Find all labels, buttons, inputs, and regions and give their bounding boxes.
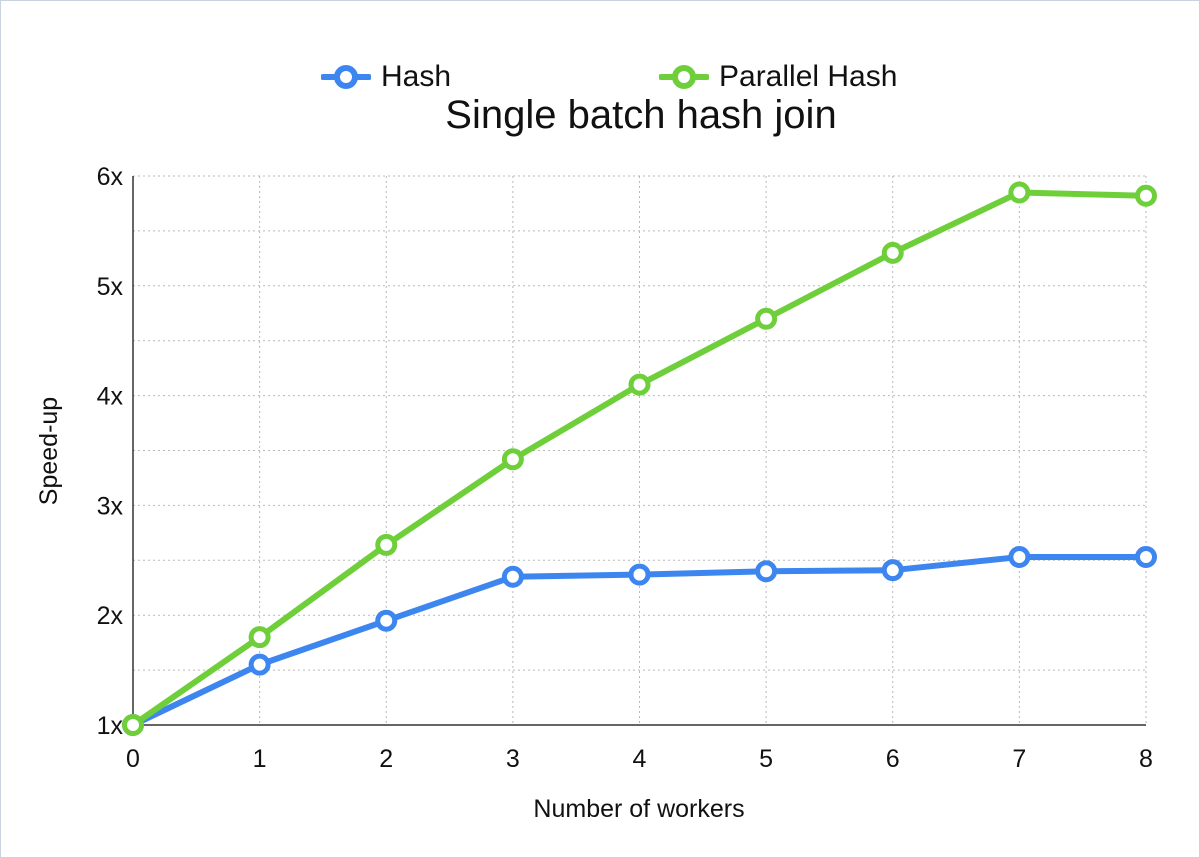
data-point-hash: [628, 563, 651, 586]
data-point-hash: [1135, 546, 1157, 569]
data-point-parallel-hash: [628, 373, 651, 396]
y-axis-label: Speed-up: [35, 397, 63, 505]
x-tick-label: 1: [253, 745, 267, 773]
legend-item-parallel-hash: Parallel Hash: [659, 57, 897, 97]
y-tick-label: 1x: [97, 712, 124, 740]
x-tick-label: 5: [759, 745, 773, 773]
x-tick-label: 7: [1012, 745, 1026, 773]
legend-label-hash: Hash: [381, 60, 452, 93]
legend-marker-hash-icon: [321, 65, 371, 89]
x-tick-label: 4: [633, 745, 647, 773]
data-point-parallel-hash: [248, 626, 271, 649]
data-point-parallel-hash: [1008, 181, 1031, 204]
data-point-parallel-hash: [755, 307, 778, 330]
x-axis-label: Number of workers: [533, 795, 744, 823]
data-point-hash: [755, 560, 778, 583]
legend-marker-parallel-hash-icon: [659, 65, 709, 89]
y-tick-label: 5x: [97, 273, 124, 301]
x-tick-label: 0: [126, 745, 140, 773]
x-tick-label: 3: [506, 745, 520, 773]
series-parallel-hash: [122, 181, 1157, 736]
data-point-parallel-hash: [122, 714, 144, 736]
x-tick-label: 8: [1139, 745, 1153, 773]
series-layer: [122, 181, 1157, 736]
y-tick-label: 6x: [97, 163, 124, 191]
data-point-parallel-hash: [1135, 184, 1157, 207]
x-tick-label: 2: [379, 745, 393, 773]
data-point-hash: [1008, 546, 1031, 569]
data-point-hash: [248, 653, 271, 676]
y-tick-label: 4x: [97, 383, 124, 411]
chart-title: Single batch hash join: [445, 93, 837, 137]
tick-labels-layer: 0 1 2 3 4 5 6 7 8 1x 2x 3x 4x 5x 6x: [97, 163, 1153, 773]
grid-layer: [133, 175, 1147, 725]
data-point-parallel-hash: [881, 241, 904, 264]
axes-layer: [132, 176, 1146, 726]
data-point-parallel-hash: [375, 533, 398, 556]
legend-item-hash: Hash: [321, 57, 451, 97]
legend-label-parallel-hash: Parallel Hash: [719, 60, 898, 93]
data-point-hash: [501, 565, 524, 588]
x-tick-label: 6: [886, 745, 900, 773]
y-tick-label: 2x: [97, 602, 124, 630]
y-tick-label: 3x: [97, 492, 124, 520]
data-point-parallel-hash: [501, 448, 524, 471]
data-point-hash: [375, 609, 398, 632]
data-point-hash: [881, 559, 904, 582]
